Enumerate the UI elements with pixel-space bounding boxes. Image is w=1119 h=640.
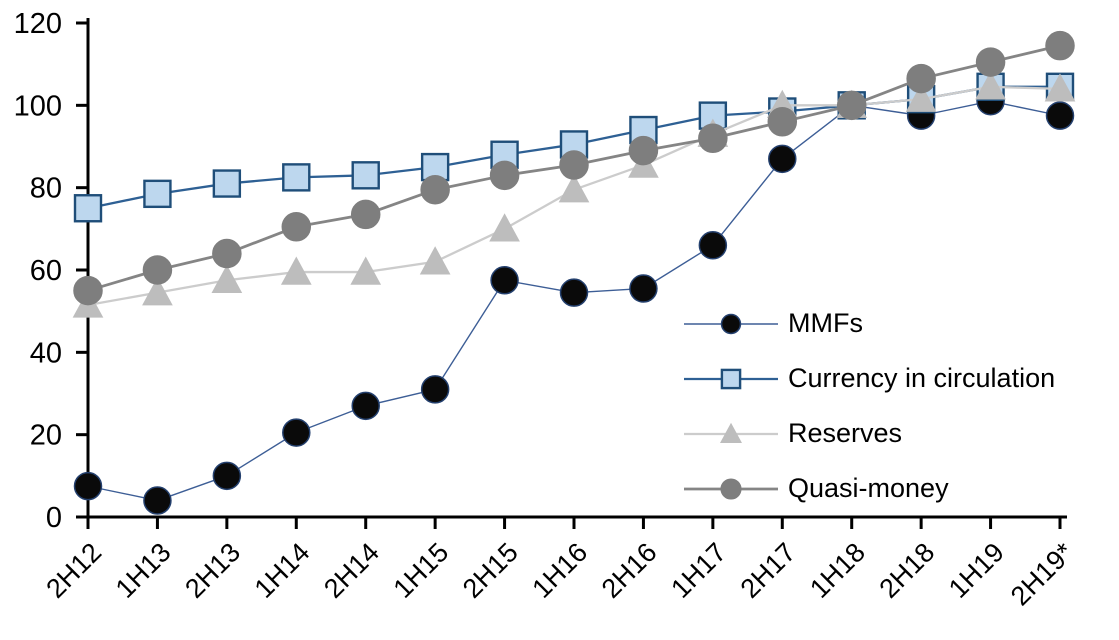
marker-mmfs: [768, 144, 797, 174]
marker-quasi-money: [350, 199, 381, 230]
legend: MMFs Currency in circulation Reserves Qu…: [683, 296, 1055, 516]
legend-marker-quasi-money: [720, 477, 742, 500]
y-tick-label: 120: [14, 8, 62, 40]
marker-mmfs: [1045, 101, 1075, 130]
marker-quasi-money: [975, 47, 1006, 77]
marker-mmfs: [490, 266, 519, 295]
marker-reserves: [419, 246, 451, 275]
marker-reserves: [1044, 73, 1076, 102]
marker-mmfs: [212, 461, 242, 491]
marker-reserves: [489, 213, 520, 242]
marker-mmfs: [351, 391, 380, 421]
legend-label-mmfs: MMFs: [788, 308, 863, 338]
x-tick-label: 2H17: [735, 537, 802, 604]
y-tick-label: 40: [30, 337, 62, 369]
marker-quasi-money: [142, 255, 173, 285]
marker-mmfs: [559, 278, 589, 307]
x-tick-label: 1H19: [943, 537, 1010, 604]
x-tick-label: 2H12: [40, 537, 107, 604]
marker-quasi-money: [489, 160, 520, 191]
legend-item-currency-in-circulation: Currency in circulation: [683, 351, 1055, 406]
y-tick-label: 100: [14, 90, 62, 122]
marker-reserves: [211, 264, 243, 293]
x-tick-label: 2H18: [874, 537, 941, 604]
legend-swatch-mmfs-icon: [684, 313, 778, 334]
x-tick-label: 2H13: [179, 537, 246, 604]
marker-mmfs: [143, 486, 172, 515]
legend-swatch-reserves-icon: [684, 422, 778, 443]
x-tick-label: 1H16: [526, 537, 593, 604]
marker-reserves: [350, 256, 382, 285]
marker-currency-in-circulation: [282, 163, 311, 192]
x-tick-label: 2H16: [596, 537, 663, 604]
marker-quasi-money: [559, 150, 589, 180]
marker-quasi-money: [628, 135, 659, 166]
marker-currency-in-circulation: [143, 179, 172, 209]
x-tick-label: 1H18: [804, 537, 871, 604]
marker-quasi-money: [281, 212, 312, 242]
legend-item-quasi-money: Quasi-money: [683, 461, 1055, 516]
x-tick-label: 1H13: [110, 537, 177, 604]
legend-label-reserves: Reserves: [788, 418, 903, 448]
marker-quasi-money: [906, 63, 936, 94]
y-tick-label: 80: [30, 173, 62, 205]
legend-label-quasi-money: Quasi-money: [788, 473, 949, 503]
y-tick-label: 20: [30, 420, 62, 452]
y-tick-label: 60: [30, 255, 62, 287]
marker-quasi-money: [420, 174, 450, 205]
y-tick-label: 0: [46, 502, 62, 534]
series-quasi-money: [73, 30, 1075, 306]
marker-reserves: [142, 277, 173, 306]
legend-label-currency-in-circulation: Currency in circulation: [788, 363, 1056, 393]
x-tick-label: 1H15: [388, 537, 455, 604]
x-tick-label: 2H15: [457, 537, 524, 604]
marker-mmfs: [73, 471, 103, 501]
marker-quasi-money: [767, 107, 798, 137]
marker-quasi-money: [73, 275, 103, 306]
marker-mmfs: [698, 231, 728, 260]
marker-mmfs: [629, 274, 658, 303]
legend-item-reserves: Reserves: [683, 406, 1055, 461]
marker-currency-in-circulation: [351, 161, 380, 190]
legend-marker-currency-in-circulation: [720, 368, 742, 389]
marker-mmfs: [282, 418, 311, 447]
legend-item-mmfs: MMFs: [683, 296, 1055, 351]
marker-currency-in-circulation: [73, 194, 103, 223]
marker-quasi-money: [836, 90, 867, 121]
x-tick-label: 2H14: [318, 537, 385, 604]
legend-marker-mmfs: [720, 313, 742, 334]
legend-swatch-quasi-money-icon: [684, 477, 778, 500]
marker-currency-in-circulation: [212, 169, 242, 198]
x-tick-label: 1H17: [665, 537, 732, 604]
marker-reserves: [558, 174, 590, 203]
marker-mmfs: [420, 375, 450, 404]
x-tick-label: 1H14: [249, 537, 316, 604]
marker-quasi-money: [698, 123, 728, 154]
marker-quasi-money: [1045, 30, 1075, 61]
x-tick-label: 2H19*: [1005, 537, 1080, 612]
legend-marker-reserves: [720, 422, 742, 443]
marker-quasi-money: [212, 238, 242, 269]
marker-reserves: [905, 83, 937, 112]
legend-swatch-currency-icon: [684, 368, 778, 389]
marker-reserves: [280, 256, 312, 285]
marker-reserves: [975, 71, 1006, 100]
